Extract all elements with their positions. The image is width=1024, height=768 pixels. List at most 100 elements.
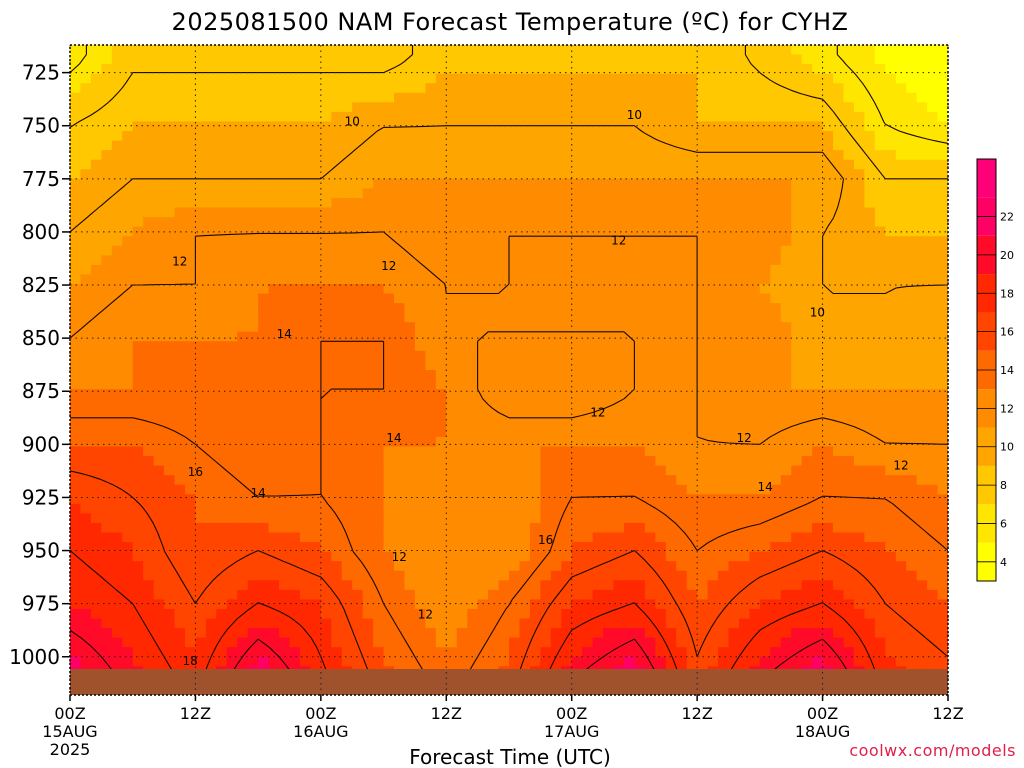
heatmap-cell	[529, 178, 541, 189]
heatmap-cell	[153, 217, 165, 228]
heatmap-cell	[195, 255, 207, 266]
heatmap-cell	[916, 121, 928, 132]
heatmap-cell	[70, 331, 82, 342]
heatmap-cell	[268, 475, 280, 486]
heatmap-cell	[592, 475, 604, 486]
heatmap-cell	[477, 283, 489, 295]
heatmap-cell	[843, 322, 855, 333]
heatmap-cell	[582, 465, 594, 476]
heatmap-cell	[80, 131, 92, 142]
heatmap-cell	[70, 465, 82, 476]
heatmap-cell	[373, 561, 385, 572]
heatmap-cell	[582, 398, 594, 409]
heatmap-cell	[791, 73, 803, 84]
heatmap-cell	[822, 408, 834, 419]
heatmap-cell	[665, 561, 677, 572]
heatmap-cell	[362, 178, 374, 189]
heatmap-cell	[833, 293, 845, 304]
heatmap-cell	[153, 331, 165, 342]
heatmap-cell	[582, 427, 594, 438]
heatmap-cell	[927, 475, 939, 486]
heatmap-cell	[634, 226, 646, 237]
heatmap-cell	[132, 102, 144, 113]
heatmap-cell	[529, 580, 541, 591]
heatmap-cell	[655, 503, 667, 514]
heatmap-cell	[258, 188, 270, 199]
heatmap-cell	[676, 217, 688, 228]
heatmap-cell	[383, 436, 395, 448]
heatmap-cell	[833, 131, 845, 142]
heatmap-cell	[603, 599, 615, 610]
heatmap-cell	[843, 360, 855, 371]
heatmap-cell	[801, 446, 813, 457]
heatmap-cell	[676, 522, 688, 534]
heatmap-cell	[759, 456, 771, 467]
heatmap-cell	[331, 542, 343, 553]
heatmap-cell	[644, 283, 656, 295]
heatmap-cell	[216, 322, 228, 333]
heatmap-cell	[341, 417, 353, 428]
heatmap-cell	[937, 293, 948, 304]
heatmap-cell	[132, 360, 144, 371]
heatmap-cell	[885, 551, 897, 562]
heatmap-cell	[456, 465, 468, 476]
heatmap-cell	[498, 274, 510, 285]
heatmap-cell	[853, 102, 865, 113]
heatmap-cell	[707, 159, 719, 170]
heatmap-cell	[686, 398, 698, 409]
heatmap-cell	[676, 140, 688, 151]
heatmap-cell	[916, 494, 928, 505]
heatmap-cell	[394, 608, 406, 620]
heatmap-cell	[843, 589, 855, 601]
heatmap-cell	[477, 417, 489, 428]
heatmap-cell	[268, 427, 280, 438]
heatmap-cell	[686, 111, 698, 123]
heatmap-cell	[791, 341, 803, 352]
heatmap-cell	[561, 360, 573, 371]
heatmap-cell	[467, 64, 479, 75]
heatmap-cell	[174, 217, 186, 228]
heatmap-cell	[759, 159, 771, 170]
heatmap-cell	[394, 274, 406, 285]
heatmap-cell	[916, 360, 928, 371]
heatmap-cell	[174, 446, 186, 457]
heatmap-cell	[613, 513, 625, 524]
heatmap-cell	[456, 159, 468, 170]
heatmap-cell	[812, 54, 824, 65]
heatmap-cell	[383, 83, 395, 94]
heatmap-cell	[937, 465, 948, 476]
heatmap-cell	[874, 217, 886, 228]
heatmap-cell	[676, 188, 688, 199]
heatmap-cell	[373, 283, 385, 295]
heatmap-cell	[822, 446, 834, 457]
heatmap-cell	[331, 303, 343, 314]
heatmap-cell	[373, 264, 385, 276]
heatmap-cell	[164, 169, 176, 180]
heatmap-cell	[686, 159, 698, 170]
heatmap-cell	[122, 513, 134, 524]
heatmap-cell	[603, 274, 615, 285]
heatmap-cell	[937, 64, 948, 75]
heatmap-cell	[80, 283, 92, 295]
heatmap-cell	[320, 283, 332, 295]
heatmap-cell	[634, 465, 646, 476]
heatmap-cell	[801, 83, 813, 94]
heatmap-cell	[279, 197, 291, 209]
heatmap-cell	[341, 245, 353, 256]
heatmap-cell	[759, 503, 771, 514]
heatmap-cell	[686, 312, 698, 323]
heatmap-cell	[529, 73, 541, 84]
heatmap-cell	[122, 312, 134, 323]
heatmap-cell	[613, 312, 625, 323]
heatmap-cell	[195, 121, 207, 132]
heatmap-cell	[310, 350, 322, 362]
heatmap-cell	[299, 494, 311, 505]
heatmap-cell	[80, 111, 92, 123]
heatmap-cell	[352, 379, 364, 390]
heatmap-cell	[927, 561, 939, 572]
heatmap-cell	[70, 417, 82, 428]
heatmap-cell	[320, 121, 332, 132]
heatmap-cell	[404, 580, 416, 591]
heatmap-cell	[697, 264, 709, 276]
heatmap-cell	[195, 54, 207, 65]
